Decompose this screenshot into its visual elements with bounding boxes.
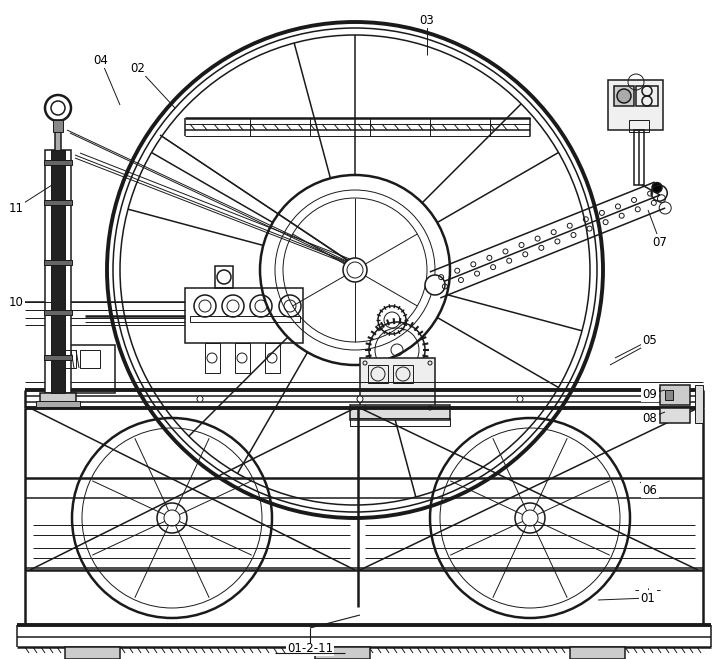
- Circle shape: [357, 396, 363, 402]
- Circle shape: [652, 183, 662, 192]
- Bar: [570, 647, 625, 659]
- Bar: [44, 160, 72, 165]
- Bar: [50, 345, 115, 393]
- Bar: [660, 385, 690, 405]
- Text: 01: 01: [641, 592, 655, 604]
- Text: 11: 11: [9, 202, 23, 214]
- Bar: [44, 200, 72, 205]
- Bar: [53, 120, 63, 132]
- Text: 07: 07: [652, 235, 668, 248]
- Bar: [65, 647, 120, 659]
- Bar: [393, 365, 413, 383]
- Text: 09: 09: [643, 387, 657, 401]
- Bar: [185, 288, 303, 343]
- Text: 10: 10: [9, 295, 23, 308]
- Bar: [665, 390, 673, 400]
- Bar: [215, 266, 233, 288]
- Bar: [36, 401, 80, 407]
- Circle shape: [425, 275, 445, 295]
- Bar: [56, 350, 76, 368]
- Bar: [614, 86, 634, 106]
- Text: 03: 03: [419, 13, 435, 26]
- Circle shape: [617, 89, 631, 103]
- Bar: [44, 310, 72, 315]
- Bar: [608, 80, 663, 130]
- Circle shape: [517, 396, 523, 402]
- Bar: [350, 418, 450, 426]
- Bar: [44, 260, 72, 265]
- Bar: [44, 355, 72, 360]
- Bar: [360, 358, 435, 413]
- Bar: [634, 130, 644, 185]
- Bar: [45, 150, 71, 393]
- Bar: [636, 86, 658, 106]
- Bar: [368, 365, 388, 383]
- Bar: [695, 385, 703, 423]
- Bar: [40, 393, 76, 403]
- Bar: [350, 405, 450, 420]
- Bar: [235, 343, 250, 373]
- Text: 06: 06: [643, 484, 657, 496]
- Bar: [265, 343, 280, 373]
- Text: 05: 05: [643, 333, 657, 347]
- Bar: [190, 316, 300, 322]
- Bar: [51, 150, 65, 393]
- Text: 08: 08: [643, 411, 657, 424]
- Bar: [660, 408, 690, 423]
- Bar: [315, 647, 370, 659]
- Circle shape: [197, 396, 203, 402]
- Circle shape: [343, 258, 367, 282]
- Bar: [629, 120, 649, 132]
- Text: 02: 02: [130, 61, 146, 74]
- Bar: [205, 343, 220, 373]
- Bar: [80, 350, 100, 368]
- Text: 04: 04: [94, 53, 108, 67]
- Text: 01-2-11: 01-2-11: [287, 641, 333, 654]
- Bar: [55, 120, 61, 152]
